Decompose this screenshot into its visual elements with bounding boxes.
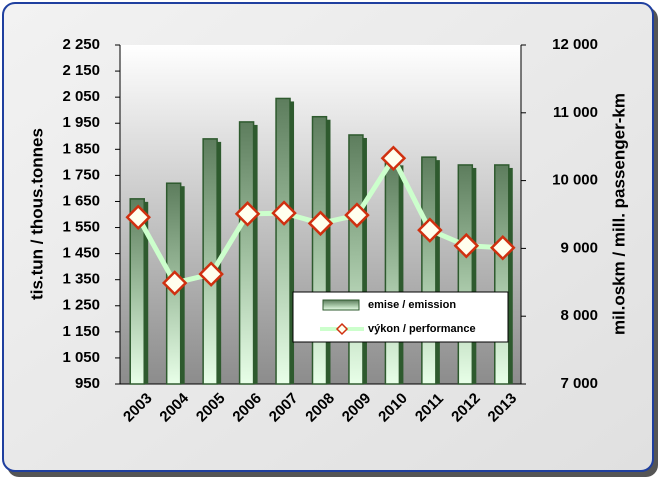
marker xyxy=(490,234,516,261)
y-tick-label: 1 750 xyxy=(62,166,100,183)
marker xyxy=(307,210,334,237)
legend-swatch xyxy=(322,299,360,311)
legend-label: emise / emission xyxy=(368,299,456,311)
bar xyxy=(238,121,255,385)
y-tick-label: 1 650 xyxy=(62,192,100,209)
y-tick-label: 1 450 xyxy=(62,245,100,262)
legend-marker xyxy=(335,322,349,336)
marker xyxy=(417,217,443,243)
y-tick-label: 2 150 xyxy=(62,62,100,79)
y-tick-label: 1 250 xyxy=(62,297,100,314)
y-tick-label: 2 250 xyxy=(62,36,100,53)
y-tick-label: 1 150 xyxy=(62,323,100,340)
marker xyxy=(161,270,188,296)
legend-label: výkon / performance xyxy=(368,323,476,335)
marker xyxy=(271,200,297,226)
y-tick-label: 1 950 xyxy=(62,114,100,131)
bar xyxy=(457,164,474,385)
y-axis-title: tis.tun / thous.tonnes xyxy=(27,128,46,300)
bar xyxy=(348,134,364,385)
y2-axis-title: mil.oskm / mill. passenger-km xyxy=(609,93,628,335)
marker xyxy=(453,232,480,259)
marker xyxy=(198,261,224,287)
y2-tick-label: 7 000 xyxy=(560,375,598,392)
bar xyxy=(421,156,437,385)
y2-tick-label: 11 000 xyxy=(553,104,598,121)
y-tick-label: 1 850 xyxy=(62,140,100,157)
bar xyxy=(311,115,328,385)
y2-tick-label: 12 000 xyxy=(552,36,598,53)
y-tick-label: 2 050 xyxy=(62,88,100,105)
bar xyxy=(275,97,291,385)
y-tick-label: 1 550 xyxy=(62,219,100,236)
bar xyxy=(384,161,401,385)
bar xyxy=(129,198,145,385)
y2-tick-label: 9 000 xyxy=(560,239,598,256)
marker xyxy=(234,201,261,227)
plot: 950 1 050 1 150 1 250 1 350 1 450 1 550 1 650 1 … xyxy=(62,36,598,425)
marker xyxy=(344,202,370,228)
y-tick-label: 1 350 xyxy=(62,271,100,288)
marker xyxy=(125,204,151,230)
y-tick-label: 950 xyxy=(75,375,100,392)
bar xyxy=(202,138,218,385)
marker xyxy=(380,145,407,171)
y2-tick-label: 10 000 xyxy=(552,172,598,189)
bar xyxy=(494,164,510,385)
y2-tick-label: 8 000 xyxy=(560,307,598,324)
y-tick-label: 1 050 xyxy=(62,349,100,366)
